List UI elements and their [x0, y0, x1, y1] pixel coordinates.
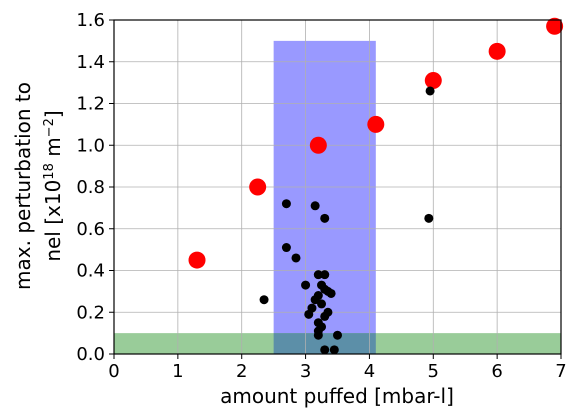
x-axis-label: amount puffed [mbar-l] [220, 384, 454, 408]
red-data-point [488, 42, 506, 60]
red-data-point [367, 115, 385, 133]
shaded-region-overlap [273, 333, 376, 354]
x-tick-label: 0 [108, 361, 119, 382]
black-data-point [329, 345, 339, 355]
black-data-point [424, 213, 434, 223]
black-data-point [320, 311, 330, 321]
black-data-point [281, 243, 291, 253]
black-data-point [317, 299, 327, 309]
x-tick-label: 7 [555, 361, 566, 382]
red-data-point [424, 72, 442, 90]
data-points [188, 17, 564, 355]
y-axis-label-exponent: 18 [42, 163, 57, 180]
black-data-point [320, 213, 330, 223]
y-tick-label: 1.4 [76, 52, 105, 73]
x-tick-label: 5 [428, 361, 439, 382]
y-axis-label-prefix: nel [x10 [41, 180, 65, 262]
y-axis-label-suffix: ] [41, 110, 65, 118]
black-data-point [291, 253, 301, 263]
shaded-regions [114, 40, 561, 354]
x-tick-label: 2 [236, 361, 247, 382]
y-axis-label-unit-exponent: −2 [42, 118, 57, 137]
black-data-point [320, 270, 330, 280]
svg-text:nel [x1018 m−2]: nel [x1018 m−2] [41, 110, 65, 261]
black-data-point [259, 295, 269, 305]
x-tick-label: 3 [300, 361, 311, 382]
y-tick-label: 1.6 [76, 10, 105, 31]
y-tick-label: 0.0 [76, 344, 105, 365]
black-data-point [301, 280, 311, 290]
y-tick-label: 1.0 [76, 135, 105, 156]
y-tick-label: 0.6 [76, 219, 105, 240]
black-data-point [326, 288, 336, 298]
red-data-point [309, 136, 327, 154]
y-tick-label: 0.4 [76, 261, 105, 282]
black-data-point [313, 330, 323, 340]
black-data-point [304, 309, 314, 319]
black-data-point [313, 270, 323, 280]
black-data-point [310, 295, 320, 305]
svg-text:max. perturbation to: max. perturbation to [11, 82, 35, 290]
x-tick-label: 4 [364, 361, 375, 382]
red-data-point [546, 17, 564, 35]
y-axis-label-line1: max. perturbation to [11, 82, 35, 290]
axis-ticks: 0 1 2 3 4 5 6 7 0.0 0.2 0.4 0.6 0.8 1.0 1.2 1.4 1.6 [76, 10, 566, 382]
y-axis-label: max. perturbation to nel [x1018 m−2] [11, 82, 65, 290]
black-data-point [320, 345, 330, 355]
black-data-point [425, 86, 435, 96]
y-axis-label-unit: m [41, 137, 65, 163]
y-tick-label: 0.2 [76, 302, 105, 323]
black-data-point [310, 201, 320, 211]
x-tick-label: 6 [491, 361, 502, 382]
y-tick-label: 1.2 [76, 94, 105, 115]
y-tick-label: 0.8 [76, 177, 105, 198]
black-data-point [333, 330, 342, 340]
x-tick-label: 1 [172, 361, 183, 382]
red-data-point [249, 178, 267, 196]
black-data-point [281, 199, 291, 209]
red-data-point [188, 251, 206, 269]
